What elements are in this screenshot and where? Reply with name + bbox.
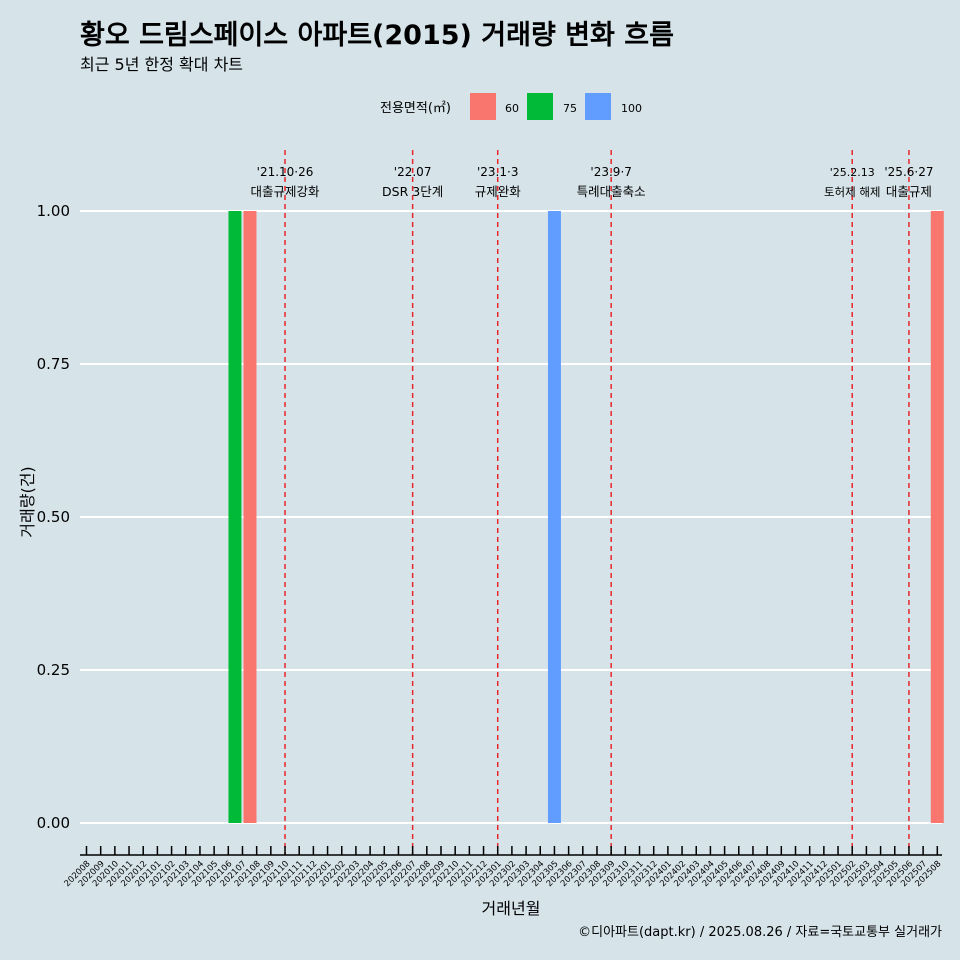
legend-key-100 (585, 93, 611, 120)
y-tick-label: 0.75 (37, 355, 70, 373)
chart-subtitle: 최근 5년 한정 확대 차트 (80, 55, 243, 74)
caption: ©디아파트(dapt.kr) / 2025.08.26 / 자료=국토교통부 실… (578, 925, 942, 940)
y-tick-label: 1.00 (37, 202, 70, 220)
y-tick-label: 0.50 (37, 508, 70, 526)
event-date: '25.6·27 (884, 165, 933, 179)
bar-202508-60 (930, 211, 944, 823)
bar-202107-75 (228, 211, 242, 823)
legend-label-100: 100 (621, 102, 642, 115)
event-date: '22.07 (394, 165, 432, 179)
y-tick-label: 0.25 (37, 661, 70, 679)
legend-key-60 (470, 93, 496, 120)
event-lines: '21.10·26 대출규제강화 '22.07 DSR 3단계 '23.1·3 규제완화 '… (251, 150, 933, 855)
event-label: 규제완화 (475, 184, 522, 199)
bars (228, 211, 944, 823)
legend-key-75 (527, 93, 553, 120)
legend-title: 전용면적(㎡) (380, 101, 451, 116)
event-label: 토허제 해제 (824, 185, 881, 199)
event-date: '25.2.13 (830, 166, 875, 179)
gridlines (80, 210, 942, 824)
y-axis: 0.00 0.25 0.50 0.75 1.00 (37, 202, 70, 832)
y-tick-label: 0.00 (37, 814, 70, 832)
chart-title: 황오 드림스페이스 아파트(2015) 거래량 변화 흐름 (80, 20, 674, 51)
x-axis: 2020082020092020102020112020122021012021… (63, 846, 943, 889)
event-date: '21.10·26 (257, 165, 314, 179)
event-label: 특례대출축소 (577, 184, 646, 199)
event-label: DSR 3단계 (382, 184, 443, 199)
y-axis-label: 거래량(건) (18, 466, 37, 537)
legend: 전용면적(㎡) 60 75 100 (380, 93, 642, 120)
x-axis-label: 거래년월 (482, 899, 541, 918)
legend-label-60: 60 (505, 102, 519, 115)
bar-202107-60 (243, 211, 257, 823)
event-label: 대출규제강화 (251, 184, 321, 199)
event-date: '23.1·3 (477, 165, 518, 179)
legend-label-75: 75 (563, 102, 577, 115)
bar-202305-100 (547, 211, 561, 823)
event-label: 대출규제 (886, 184, 932, 199)
event-date: '23.9·7 (590, 165, 631, 179)
